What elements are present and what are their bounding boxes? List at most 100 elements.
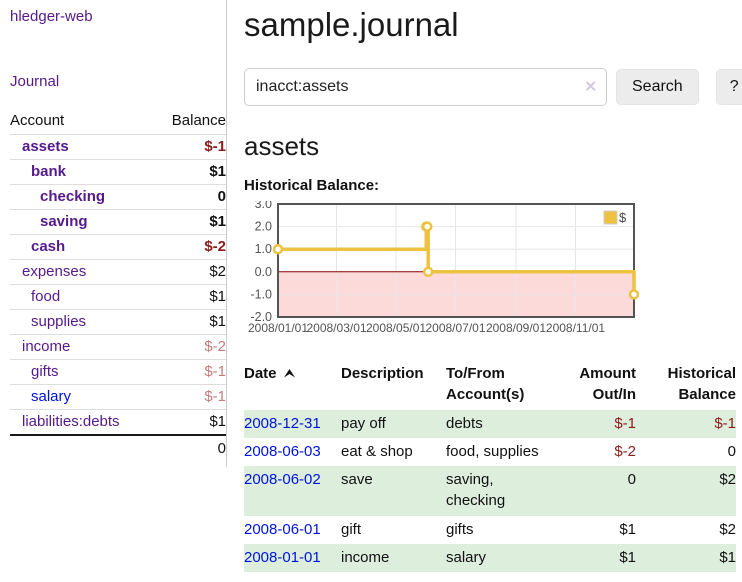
register-header-amount: Amount Out/In (579, 365, 636, 404)
chart-x-tick-label: 2008/09/01 (486, 321, 546, 335)
account-balance: $1 (154, 209, 226, 235)
chart-x-tick-label: 2008/01/01 (248, 321, 308, 335)
chart-y-tick-label: 2.0 (255, 220, 272, 234)
chart-x-tick-label: 2008/11/01 (546, 321, 605, 335)
register-description: income (341, 549, 390, 567)
chart-wrap: $3.0 2.0 1.0 0.0 -1.0 -2.0 2008/01/01 2008/03/0… (244, 197, 742, 346)
chart-point (421, 221, 433, 232)
register-date-link[interactable]: 2008-06-01 (244, 520, 321, 538)
account-link[interactable]: cash (31, 238, 66, 255)
register-header-to-from: To/From Account(s) (446, 365, 525, 404)
account-row: food $1 (10, 284, 226, 310)
sort-ascending-icon (283, 369, 295, 378)
account-row: saving $1 (10, 209, 226, 235)
account-balance: 0 (154, 184, 226, 210)
register-amount: $-2 (614, 442, 636, 460)
chart-border (277, 203, 635, 318)
account-row: cash $-2 (10, 234, 226, 260)
search-input-wrap: ✕ (244, 68, 607, 106)
register-amount: $1 (619, 520, 636, 538)
register-date-link[interactable]: 2008-01-01 (244, 549, 321, 567)
account-link[interactable]: gifts (31, 363, 59, 380)
chart-title: Historical Balance: (244, 177, 380, 194)
help-button[interactable]: ? (715, 69, 742, 105)
account-link[interactable]: supplies (31, 313, 87, 330)
account-link[interactable]: bank (31, 163, 67, 180)
register-description: gift (341, 520, 362, 538)
register-accounts: saving, checking (446, 471, 506, 510)
search-button[interactable]: Search (616, 69, 699, 105)
account-link[interactable]: salary (31, 388, 72, 405)
register-accounts: gifts (446, 520, 474, 538)
register-table: Date Description To/From Account(s) Amount Ou… (244, 360, 736, 573)
register-body: 2008-12-31 pay off debts $-1 $-1 2008-06-03 ea… (244, 409, 736, 573)
accounts-header-balance: Balance (154, 108, 226, 135)
register-balance: 0 (727, 442, 736, 460)
sidebar-item-journal[interactable]: Journal (10, 73, 60, 90)
register-row: 2008-12-31 pay off debts $-1 $-1 (244, 409, 736, 438)
account-row: gifts $-1 (10, 359, 226, 385)
chart-y-tick-label: 1.0 (255, 242, 272, 256)
accounts-total-spacer (10, 434, 155, 461)
register-header-historical: Historical Balance (667, 365, 736, 404)
page-title: sample.journal (244, 6, 459, 43)
account-row: checking 0 (10, 184, 226, 210)
account-link[interactable]: liabilities:debts (22, 413, 120, 430)
search-input[interactable] (244, 68, 607, 106)
register-header-date[interactable]: Date (244, 360, 341, 410)
sidebar: hledger-web Journal Account Balance asse… (0, 0, 227, 467)
register-date-link[interactable]: 2008-06-03 (244, 442, 321, 460)
register-description: save (341, 471, 373, 489)
account-link[interactable]: assets (22, 138, 69, 155)
accounts-body: assets $-1 bank $1 checking 0 saving $1 cash $-2 e… (10, 134, 226, 436)
chart-point (628, 289, 640, 300)
register-balance: $-1 (714, 414, 736, 432)
register-row: 2008-06-03 eat & shop food, supplies $-2 0 (244, 438, 736, 466)
register-date-link[interactable]: 2008-06-02 (244, 471, 321, 489)
chart-y-tick-label: -1.0 (250, 287, 272, 301)
account-link[interactable]: income (22, 338, 71, 355)
account-balance: $-1 (154, 359, 226, 385)
register-amount: $1 (619, 549, 636, 567)
account-balance: $1 (154, 159, 226, 185)
chart-y-tick-label: -2.0 (250, 310, 272, 324)
search-bar: ✕ Search ? (244, 68, 742, 106)
account-row: assets $-1 (10, 134, 226, 160)
register-row: 2008-06-01 gift gifts $1 $2 (244, 516, 736, 544)
account-balance: $-1 (154, 134, 226, 160)
account-row: supplies $1 (10, 309, 226, 335)
account-balance: $1 (154, 284, 226, 310)
clear-search-icon[interactable]: ✕ (584, 78, 597, 96)
account-link[interactable]: expenses (22, 263, 87, 280)
register-row: 2008-06-02 save saving, checking 0 $2 (244, 466, 736, 516)
account-balance: $2 (154, 259, 226, 285)
chart-x-tick-label: 2008/03/01 (306, 321, 366, 335)
chart-point (422, 266, 434, 278)
register-balance: $1 (719, 549, 736, 567)
account-row: salary $-1 (10, 384, 226, 410)
account-row: income $-2 (10, 334, 226, 360)
accounts-header-row: Account Balance (10, 108, 226, 135)
account-link[interactable]: saving (40, 213, 88, 230)
chart-x-tick-label: 2008/07/01 (425, 321, 485, 335)
brand-link[interactable]: hledger-web (10, 8, 93, 25)
register-description: pay off (341, 414, 386, 432)
chart-y-tick-label: 3.0 (255, 201, 272, 211)
register-description: eat & shop (341, 442, 413, 460)
accounts-total-row: 0 (10, 434, 226, 461)
register-amount: $-1 (614, 414, 636, 432)
register-date-link[interactable]: 2008-12-31 (244, 414, 321, 432)
account-row: bank $1 (10, 159, 226, 185)
accounts-header-account: Account (10, 108, 155, 135)
account-link[interactable]: food (31, 288, 61, 305)
register-accounts: salary (446, 549, 487, 567)
account-heading: assets (244, 131, 320, 161)
register-header-row: Date Description To/From Account(s) Amount Ou… (244, 360, 736, 410)
account-link[interactable]: checking (40, 188, 106, 205)
register-header-description: Description (341, 365, 424, 382)
account-balance: $1 (154, 409, 226, 436)
account-row: expenses $2 (10, 259, 226, 285)
account-balance: $-2 (154, 334, 226, 360)
register-accounts: debts (446, 414, 483, 432)
